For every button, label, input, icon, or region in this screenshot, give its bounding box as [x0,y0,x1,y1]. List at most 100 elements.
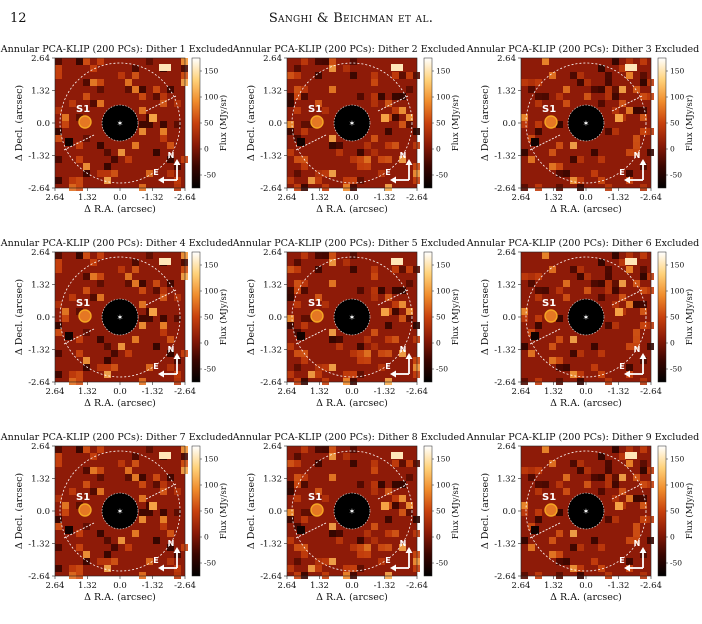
colorbar-tick-label: -50 [670,365,682,374]
x-tick-label: -1.32 [374,581,396,591]
y-tick-label: 0.0 [268,119,282,129]
colorbar-tick-label: 0 [204,533,209,542]
x-tick-label: -2.64 [640,193,662,203]
source-s1-label: S1 [308,492,322,503]
klip-panel-4: Annular PCA-KLIP (200 PCs): Dither 4 Exc… [0,238,234,430]
coronagraph-mask [333,492,371,530]
x-tick-label: 2.64 [278,193,297,203]
x-tick-label: 0.0 [113,193,127,203]
star-icon: ✶ [117,119,124,128]
x-tick-label: 1.32 [544,387,563,397]
east-label: E [385,362,390,371]
source-s1-label: S1 [542,104,556,115]
x-tick-label: -1.32 [608,193,630,203]
colorbar-tick-label: 0 [670,533,675,542]
x-tick-label: 2.64 [278,581,297,591]
colorbar-tick-label: 0 [436,533,441,542]
y-tick-label: 2.64 [263,54,282,64]
coronagraph-mask [333,104,371,142]
colorbar: 150 100 50 0 -50 Flux (MJy/sr) [191,445,229,577]
y-tick-label: 2.64 [497,442,516,452]
y-axis-label: Δ Decl. (arcsec) [14,279,25,355]
residual-map [287,252,420,385]
klip-panel-6: Annular PCA-KLIP (200 PCs): Dither 6 Exc… [466,238,700,430]
y-tick-label: 1.32 [31,475,50,485]
colorbar-label: Flux (MJy/sr) [684,95,695,151]
y-tick-label: 0.0 [268,507,282,517]
x-axis-label: Δ R.A. (arcsec) [84,204,156,215]
colorbar: 150 100 50 0 -50 Flux (MJy/sr) [657,57,695,189]
colorbar-tick-label: -50 [204,365,216,374]
colorbar-tick-label: 50 [670,507,680,516]
colorbar-tick-label: 50 [436,507,446,516]
colorbar-label: Flux (MJy/sr) [218,95,229,151]
x-tick-label: 0.0 [579,193,593,203]
x-tick-label: -2.64 [406,581,428,591]
colorbar-tick-label: 100 [436,481,451,490]
colorbar-tick-label: -50 [204,559,216,568]
compass-icon: NE [385,151,413,184]
klip-panel-8: Annular PCA-KLIP (200 PCs): Dither 8 Exc… [232,432,466,624]
colorbar: 150 100 50 0 -50 Flux (MJy/sr) [191,251,229,383]
colorbar-label: Flux (MJy/sr) [684,289,695,345]
compass-icon: NE [385,345,413,378]
coronagraph-mask [101,104,139,142]
residual-map [521,252,654,385]
x-tick-label: -1.32 [374,387,396,397]
source-s1-label: S1 [76,104,90,115]
klip-panel-2: Annular PCA-KLIP (200 PCs): Dither 2 Exc… [232,44,466,236]
y-axis-label: Δ Decl. (arcsec) [480,473,491,549]
klip-panel-1: Annular PCA-KLIP (200 PCs): Dither 1 Exc… [0,44,234,236]
source-s1-marker [310,115,324,129]
y-tick-label: -2.64 [28,572,50,582]
coronagraph-mask [333,298,371,336]
x-tick-label: 2.64 [512,193,531,203]
east-label: E [385,168,390,177]
colorbar-tick-label: 100 [670,93,685,102]
panel-title: Annular PCA-KLIP (200 PCs): Dither 8 Exc… [232,432,466,443]
star-icon: ✶ [583,313,590,322]
compass-icon: NE [619,151,647,184]
colorbar-tick-label: 150 [436,455,451,464]
y-axis-label: Δ Decl. (arcsec) [480,279,491,355]
y-tick-label: 2.64 [497,54,516,64]
page-number: 12 [10,11,27,26]
y-tick-label: 0.0 [502,313,516,323]
y-tick-label: 1.32 [497,281,516,291]
x-tick-label: 2.64 [46,387,65,397]
colorbar-tick-label: 50 [204,507,214,516]
colorbar-tick-label: 100 [204,93,219,102]
y-tick-label: 1.32 [263,475,282,485]
x-tick-label: -2.64 [406,387,428,397]
y-tick-label: 1.32 [263,87,282,97]
compass-icon: NE [619,345,647,378]
y-tick-label: -2.64 [28,378,50,388]
y-tick-label: 0.0 [36,119,50,129]
x-tick-label: 0.0 [579,581,593,591]
y-tick-label: -1.32 [28,540,50,550]
residual-map [55,252,188,385]
colorbar: 150 100 50 0 -50 Flux (MJy/sr) [423,57,461,189]
y-tick-label: 1.32 [497,87,516,97]
source-s1-label: S1 [76,298,90,309]
panel-title: Annular PCA-KLIP (200 PCs): Dither 6 Exc… [466,238,700,249]
colorbar-tick-label: 50 [436,119,446,128]
colorbar-tick-label: 50 [436,313,446,322]
y-tick-label: 0.0 [502,507,516,517]
north-label: N [634,345,641,354]
colorbar-tick-label: -50 [436,559,448,568]
panel-title: Annular PCA-KLIP (200 PCs): Dither 9 Exc… [466,432,700,443]
running-head: Sanghi & Beichman et al. [268,11,434,26]
x-tick-label: 1.32 [78,581,97,591]
y-tick-label: -2.64 [494,184,516,194]
colorbar-tick-label: -50 [204,171,216,180]
colorbar-tick-label: 50 [204,119,214,128]
colorbar-tick-label: 100 [670,481,685,490]
x-axis-label: Δ R.A. (arcsec) [316,204,388,215]
